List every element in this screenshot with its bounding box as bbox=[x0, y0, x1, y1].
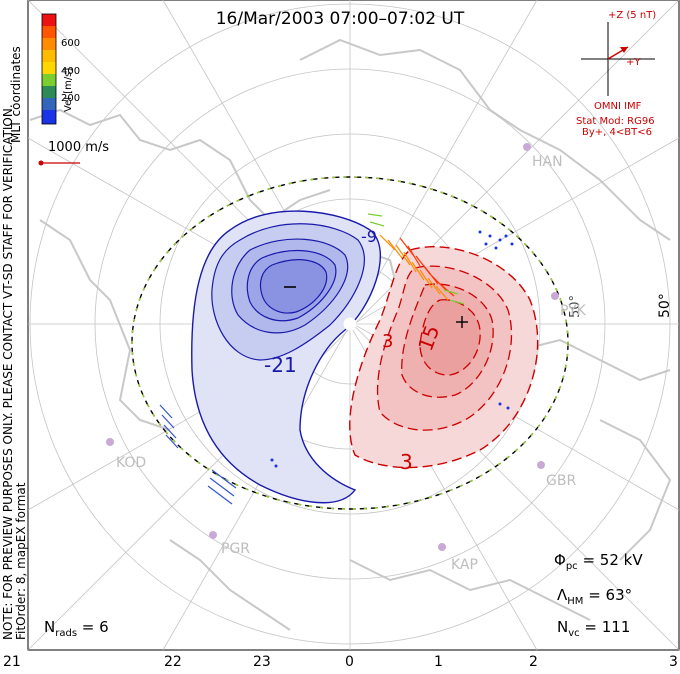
coastlines bbox=[29, 38, 672, 631]
colorbar-tick-600: 600 bbox=[61, 38, 81, 49]
map-title: 16/Mar/2003 07:00–07:02 UT bbox=[215, 9, 465, 29]
plot-frame bbox=[27, 0, 680, 651]
mlt-tick-3: 3 bbox=[669, 654, 678, 670]
site-label-kap: KAP bbox=[451, 557, 478, 573]
mlt-tick-23: 23 bbox=[253, 654, 271, 670]
mlt-tick-22: 22 bbox=[164, 654, 182, 670]
positive-potential-cell bbox=[349, 246, 539, 469]
scale-vector-label: 1000 m/s bbox=[48, 140, 110, 155]
imf-dial bbox=[581, 22, 655, 96]
mlt-tick-0: 0 bbox=[345, 654, 354, 670]
stat-n-rads: Nrads = 6 bbox=[44, 618, 109, 639]
negative-potential-cell bbox=[191, 210, 381, 504]
magnetic-pole-marker bbox=[343, 317, 357, 331]
site-label-pyk: PYK bbox=[560, 303, 586, 319]
site-label-han: HAN bbox=[532, 154, 563, 170]
contour-label-3-outer: 3 bbox=[400, 450, 413, 474]
stat-phi-pc: Φpc = 52 kV bbox=[554, 551, 643, 572]
imf-source-label: OMNI IMF bbox=[594, 101, 642, 112]
contour-label-minus-9: -9 bbox=[361, 227, 377, 246]
contour-label-3-inner: 3 bbox=[382, 331, 394, 352]
latitude-label-outer: 50° bbox=[657, 293, 673, 318]
colorbar-tick-200: 200 bbox=[61, 93, 81, 104]
stat-lambda-hm: ΛHM = 63° bbox=[557, 586, 633, 607]
radar-site-markers bbox=[106, 143, 559, 551]
scale-vector bbox=[38, 160, 80, 166]
mlt-tick-21: 21 bbox=[3, 654, 21, 670]
imf-plus-y-label: +Y bbox=[626, 57, 641, 68]
site-label-kod: KOD bbox=[116, 455, 147, 471]
velocity-vectors bbox=[159, 213, 514, 505]
imf-model-label: Stat Mod: RG96 bbox=[576, 116, 655, 127]
hm-boundary-dots bbox=[131, 176, 569, 510]
fit-order-label: FitOrder: 8, mapEX format bbox=[14, 482, 28, 640]
stat-n-vc: Nvc = 111 bbox=[557, 618, 631, 639]
grid bbox=[27, 0, 680, 651]
contour-label-minus-21: -21 bbox=[264, 353, 297, 377]
site-label-gbr: GBR bbox=[546, 473, 577, 489]
imf-condition-label: By+, 4<BT<6 bbox=[582, 127, 652, 138]
mlt-tick-1: 1 bbox=[434, 654, 443, 670]
site-label-pgr: PGR bbox=[221, 541, 251, 557]
preview-notice: NOTE: FOR PREVIEW PURPOSES ONLY. PLEASE … bbox=[1, 104, 15, 640]
velocity-colorbar bbox=[41, 13, 57, 125]
imf-plus-z-label: +Z (5 nT) bbox=[608, 10, 657, 21]
mlt-tick-2: 2 bbox=[529, 654, 538, 670]
colorbar-tick-400: 400 bbox=[61, 66, 81, 77]
